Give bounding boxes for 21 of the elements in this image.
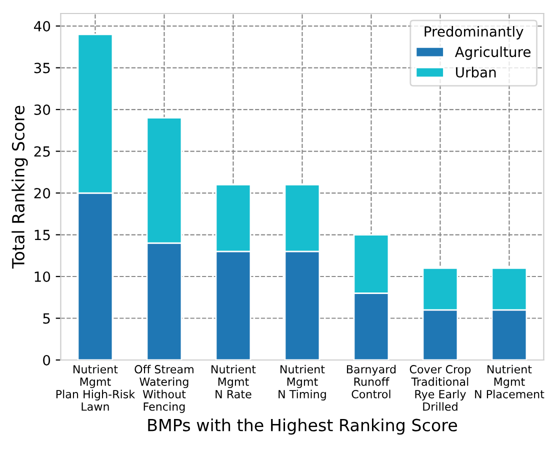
x-axis-title: BMPs with the Highest Ranking Score: [148, 418, 457, 435]
y-tick-label: 10: [34, 271, 50, 282]
y-tick-label: 40: [34, 20, 50, 32]
x-tick-label: Nutrient Mgmt N Timing: [278, 364, 326, 400]
legend-label: Agriculture: [454, 46, 530, 60]
y-tick-label: 5: [43, 313, 50, 324]
y-tick-label: 15: [34, 230, 50, 240]
y-tick-label: 25: [34, 146, 50, 157]
y-tick-label: 35: [34, 62, 50, 74]
legend-label: Urban: [456, 66, 496, 78]
x-tick-label: Nutrient Mgmt N Placement: [475, 364, 544, 398]
y-tick-label: 20: [34, 188, 50, 198]
legend-title: Predominantly: [424, 26, 524, 40]
x-tick-label: Barnyard Runoff Control: [346, 364, 396, 398]
y-axis-title: Total Ranking Score: [12, 106, 28, 269]
y-tick-label: 30: [34, 104, 50, 115]
x-tick-label: Nutrient Mgmt N Rate: [212, 364, 256, 398]
y-tick-label: 0: [43, 354, 50, 366]
x-tick-label: Off Stream Watering Without Fencing: [134, 364, 194, 413]
x-tick-label: Cover Crop Traditional Rye Early Drilled: [410, 365, 471, 411]
x-tick-label: Nutrient Mgmt Plan High-Risk Lawn: [56, 364, 136, 411]
